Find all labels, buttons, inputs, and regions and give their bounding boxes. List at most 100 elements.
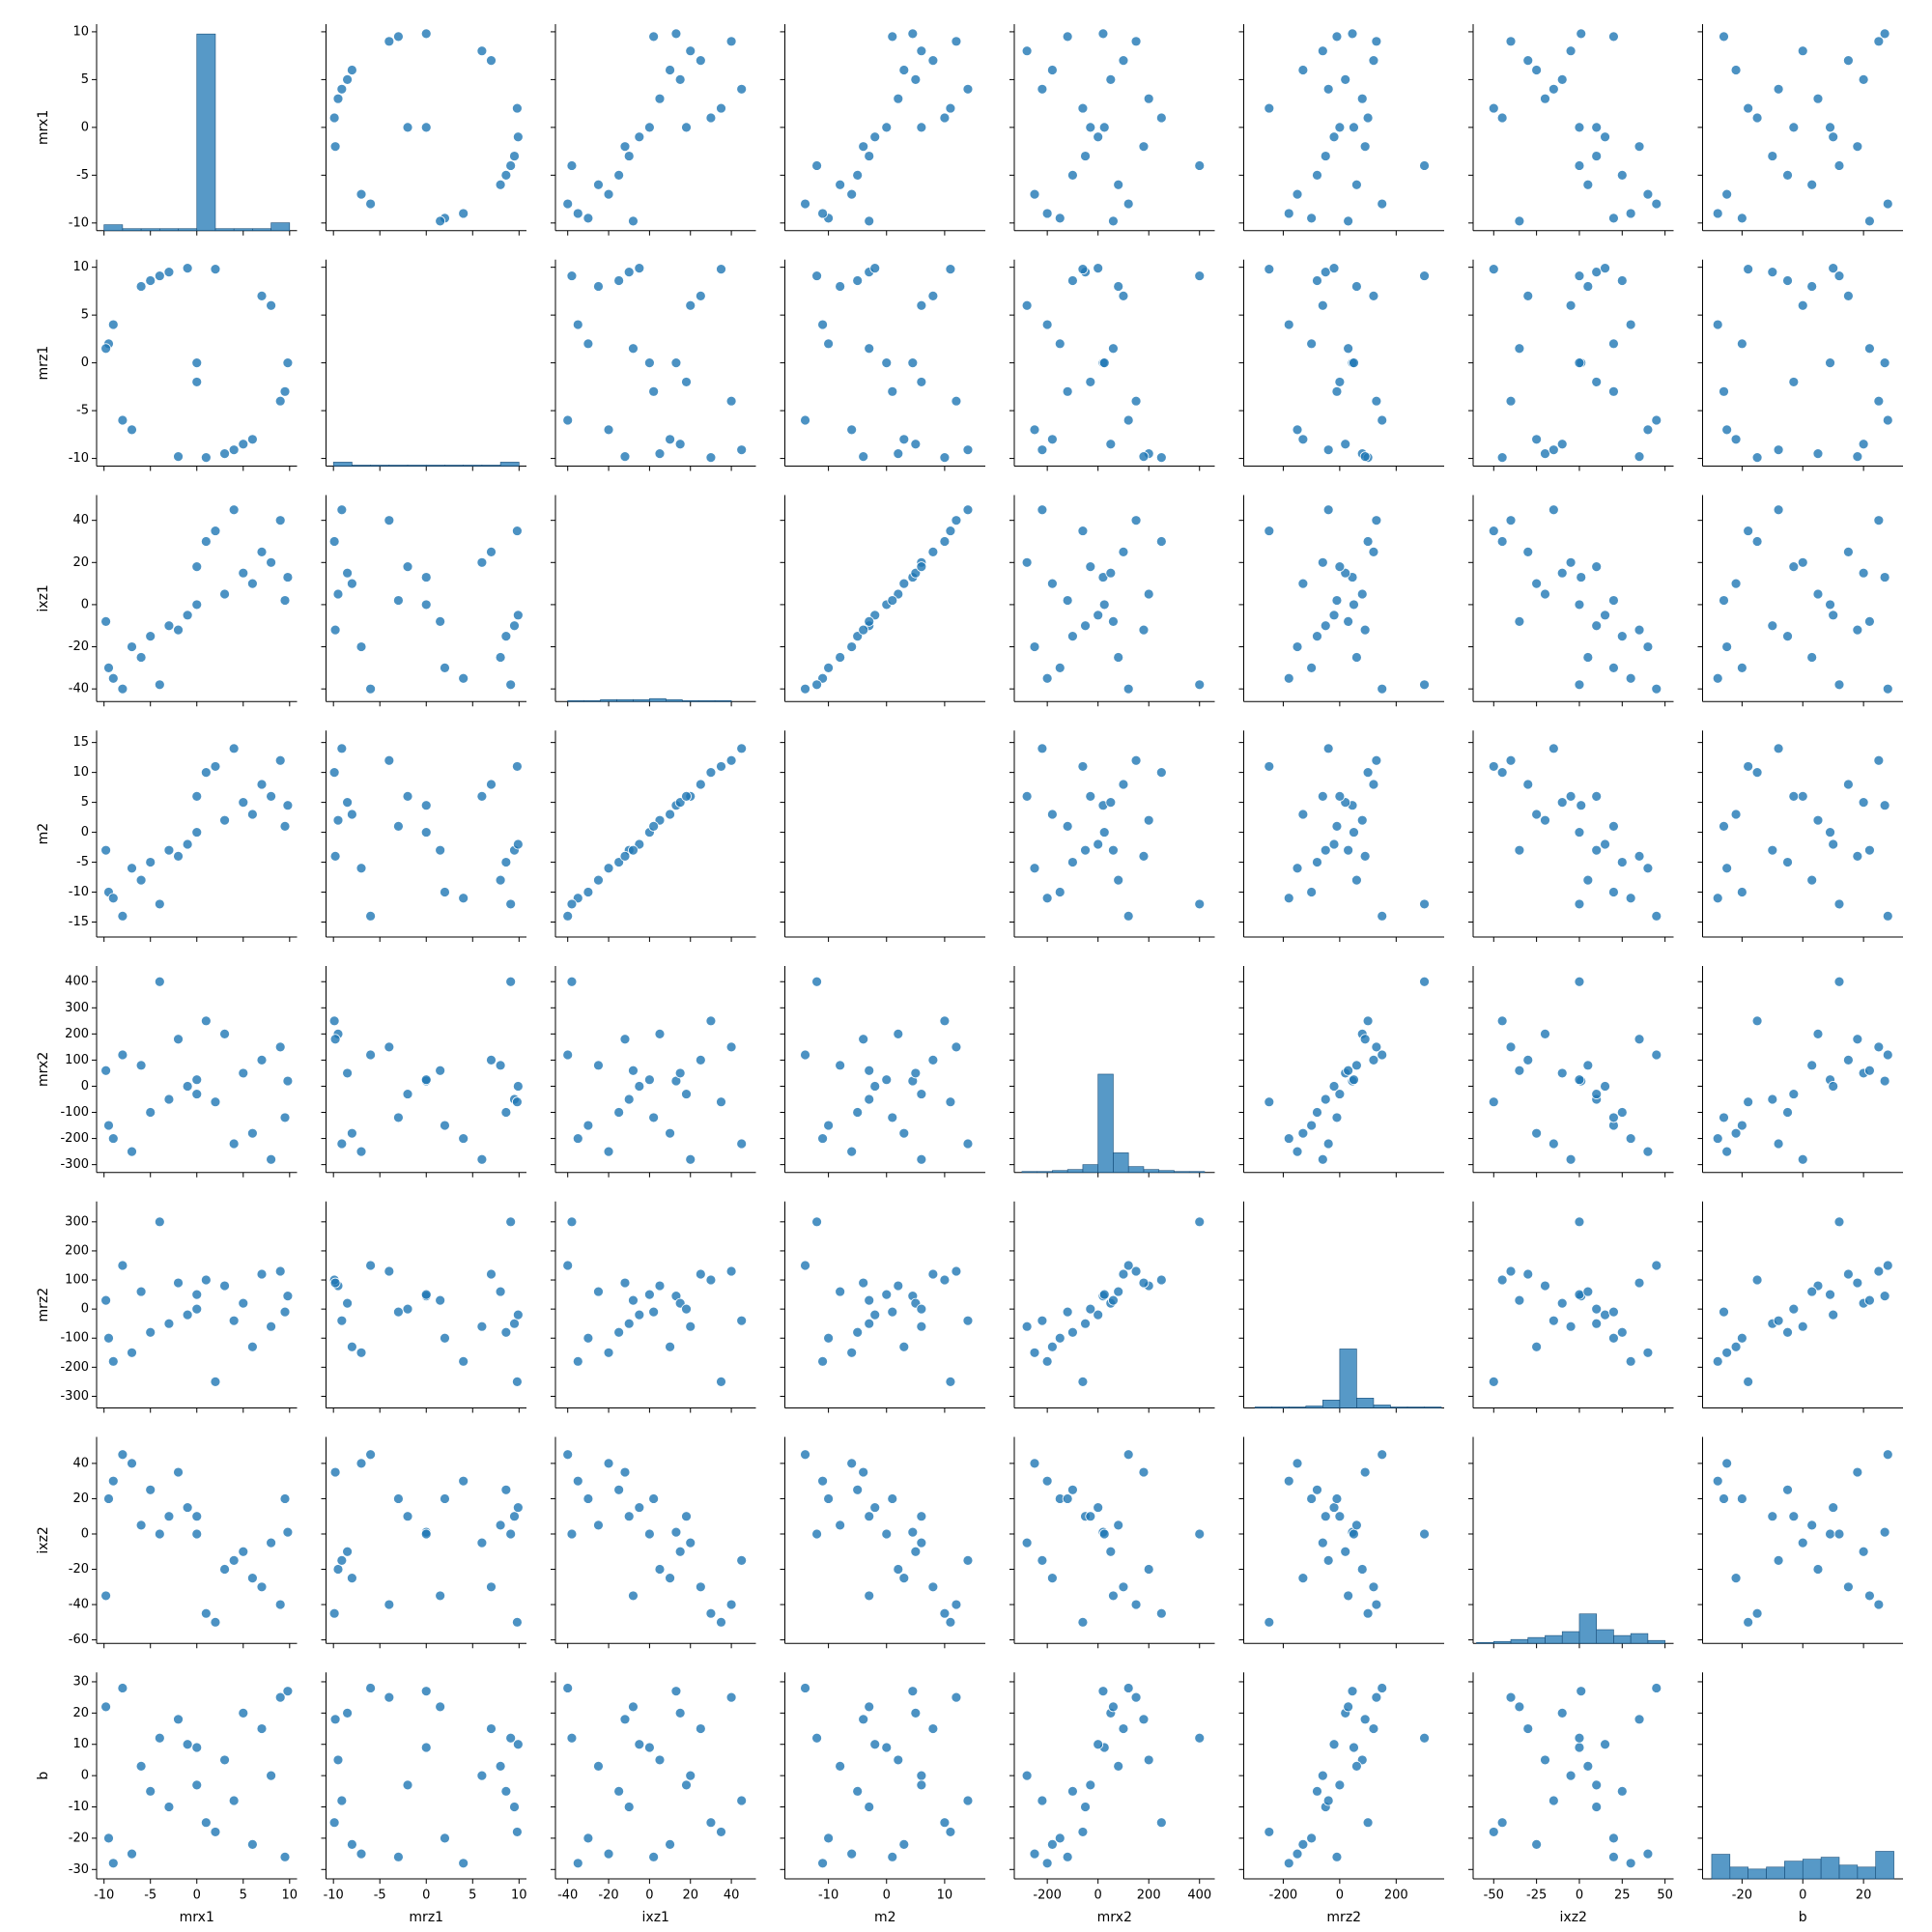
y-tick-label: -5 (76, 168, 89, 183)
x-tick-label: -10 (818, 1889, 838, 1903)
point (182, 1309, 193, 1321)
point (835, 281, 846, 292)
point (210, 526, 221, 536)
y-tick-label: 300 (65, 1214, 89, 1229)
point (1419, 160, 1430, 171)
point (695, 55, 706, 67)
point (1828, 131, 1839, 143)
point (916, 299, 927, 311)
point (907, 1686, 919, 1697)
y-tick-label: 20 (72, 555, 89, 570)
point (1574, 1732, 1585, 1744)
point (1852, 1466, 1863, 1478)
point (1371, 1041, 1382, 1053)
point (962, 504, 974, 516)
point (1046, 1341, 1058, 1352)
point (135, 1520, 147, 1531)
point (1122, 1260, 1134, 1271)
point (103, 1833, 114, 1844)
point (1037, 1554, 1048, 1566)
hist-bar (1127, 1166, 1145, 1174)
point (511, 526, 523, 536)
point (572, 1858, 583, 1869)
y-tick-label: 5 (81, 795, 89, 810)
point (1037, 504, 1048, 516)
point (962, 83, 974, 95)
point (916, 1089, 927, 1099)
point (135, 652, 147, 663)
point (858, 141, 869, 153)
point (927, 1723, 939, 1734)
point (674, 439, 686, 450)
point (670, 357, 682, 369)
point (435, 1294, 446, 1306)
point (1505, 1265, 1517, 1277)
point (1825, 599, 1835, 611)
point (869, 1081, 881, 1092)
point (907, 357, 919, 369)
point (1419, 898, 1430, 910)
point (1046, 1573, 1058, 1584)
point (238, 1297, 249, 1309)
point (572, 319, 583, 330)
point (1806, 281, 1818, 292)
point (1328, 1502, 1340, 1513)
point (1496, 767, 1508, 779)
point (163, 267, 175, 278)
point (495, 652, 506, 663)
point (1574, 1216, 1585, 1228)
point (1721, 1458, 1733, 1469)
point (846, 1458, 858, 1469)
point (346, 1838, 357, 1850)
point (1616, 169, 1628, 181)
point (1591, 844, 1603, 856)
point (107, 672, 119, 684)
point (1833, 160, 1845, 171)
point (476, 1770, 488, 1781)
point (1113, 874, 1124, 886)
point (336, 1138, 348, 1150)
hist-bar (583, 699, 601, 702)
point (486, 55, 497, 67)
point (927, 546, 939, 557)
point (154, 1216, 165, 1228)
point (1155, 1817, 1167, 1829)
point (329, 624, 341, 636)
point (823, 662, 835, 673)
point (1531, 1341, 1543, 1352)
point (1488, 761, 1499, 772)
point (1505, 395, 1517, 407)
x-tick-label: 10 (511, 1889, 527, 1903)
point (154, 1528, 165, 1540)
point (117, 910, 128, 922)
hist-bar (681, 699, 699, 702)
y-tick-label: -300 (60, 1389, 89, 1404)
point (384, 754, 395, 766)
point (1297, 578, 1309, 589)
point (505, 679, 517, 691)
point (1736, 1120, 1747, 1131)
point (191, 377, 203, 387)
point (685, 1153, 696, 1165)
point (1522, 290, 1534, 301)
point (1843, 1055, 1854, 1065)
point (1833, 1216, 1845, 1228)
point (1788, 791, 1800, 802)
point (1194, 270, 1206, 281)
point (1292, 1146, 1303, 1157)
y-tick-label: -300 (60, 1157, 89, 1172)
point (869, 131, 881, 143)
point (893, 1564, 904, 1575)
point (219, 1754, 230, 1766)
point (1736, 662, 1747, 673)
point (1331, 595, 1343, 606)
point (643, 1742, 655, 1753)
point (823, 1332, 835, 1344)
y-axis-label: ixz1 (36, 584, 51, 611)
point (1797, 556, 1808, 568)
point (893, 93, 904, 104)
point (210, 1377, 221, 1387)
point (1782, 1484, 1793, 1495)
point (1041, 672, 1053, 684)
